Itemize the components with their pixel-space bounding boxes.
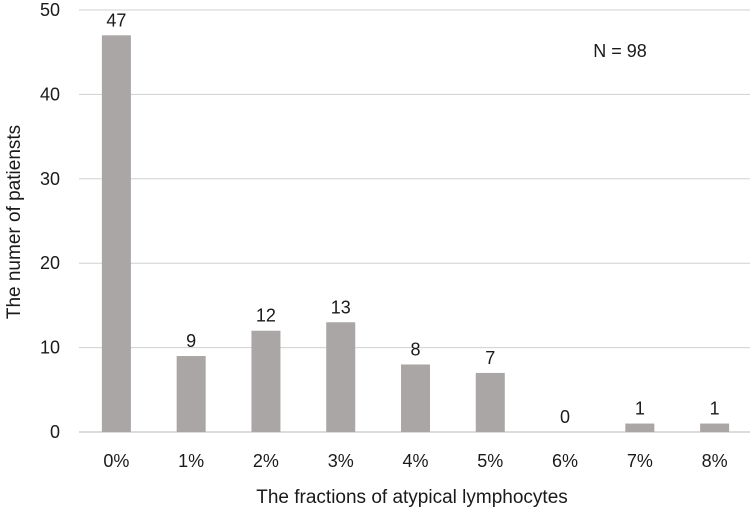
x-tick-label: 7% — [627, 451, 653, 471]
data-label: 8 — [410, 339, 420, 359]
y-tick-label: 50 — [40, 0, 60, 20]
data-label: 12 — [256, 306, 276, 326]
sample-size-annotation: N = 98 — [593, 41, 647, 61]
y-tick-label: 40 — [40, 84, 60, 104]
y-axis-title: The numer of patiensts — [4, 125, 25, 319]
bar — [475, 372, 505, 432]
bar — [251, 330, 281, 432]
data-label: 7 — [485, 348, 495, 368]
y-tick-label: 10 — [40, 338, 60, 358]
bar — [625, 423, 655, 432]
data-label: 1 — [635, 399, 645, 419]
x-tick-label: 3% — [328, 451, 354, 471]
bar — [101, 35, 131, 432]
x-tick-label: 0% — [103, 451, 129, 471]
x-tick-label: 2% — [253, 451, 279, 471]
bars — [101, 35, 730, 432]
x-tick-label: 4% — [402, 451, 428, 471]
y-tick-label: 20 — [40, 253, 60, 273]
x-tick-label: 6% — [552, 451, 578, 471]
data-labels: 47 9 12 13 8 7 0 1 1 — [106, 10, 719, 427]
bar — [326, 322, 356, 432]
x-axis-ticks: 0% 1% 2% 3% 4% 5% 6% 7% 8% — [103, 451, 727, 471]
y-tick-label: 30 — [40, 169, 60, 189]
y-axis-ticks: 0 10 20 30 40 50 — [40, 0, 60, 442]
data-label: 1 — [710, 399, 720, 419]
data-label: 13 — [331, 297, 351, 317]
y-tick-label: 0 — [50, 422, 60, 442]
x-tick-label: 5% — [477, 451, 503, 471]
x-tick-label: 8% — [702, 451, 728, 471]
bar — [401, 364, 430, 432]
bar — [700, 423, 730, 432]
bar — [176, 356, 206, 432]
data-label: 0 — [560, 407, 570, 427]
data-label: 47 — [106, 10, 126, 30]
x-tick-label: 1% — [178, 451, 204, 471]
x-axis-title: The fractions of atypical lymphocytes — [256, 487, 568, 508]
data-label: 9 — [186, 331, 196, 351]
